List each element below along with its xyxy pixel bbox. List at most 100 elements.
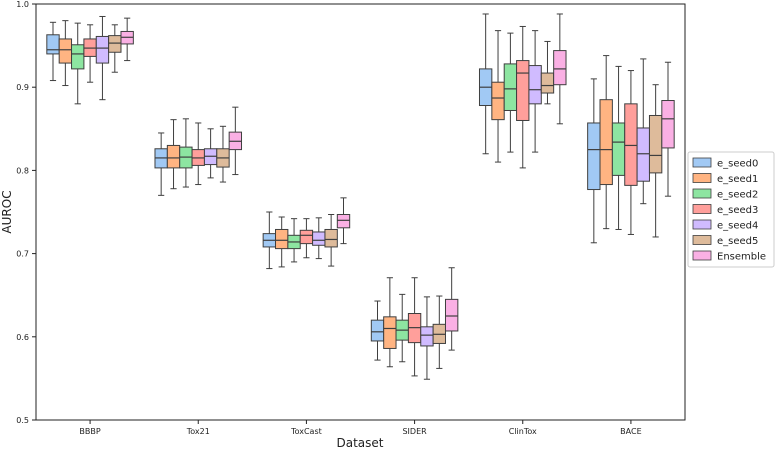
box-body — [528, 65, 542, 105]
box-body — [336, 213, 351, 229]
box-body — [166, 144, 181, 169]
legend-entry-e-seed0: e_seed0 — [692, 157, 758, 170]
legend-entry-e-seed4: e_seed4 — [692, 219, 758, 232]
box-body — [71, 44, 85, 70]
box-body — [95, 35, 110, 64]
legend-entry-e-seed1: e_seed1 — [692, 173, 758, 185]
box-body — [312, 231, 326, 246]
y-axis-ticks — [32, 3, 632, 424]
legend-label-e-seed0: e_seed0 — [717, 159, 758, 170]
legend-label-e-seed2: e_seed2 — [717, 190, 758, 201]
box-clintox-e-seed2 — [503, 32, 518, 153]
x-tick-label-tox21: Tox21 — [186, 427, 210, 436]
box-bace-e-seed5 — [648, 84, 663, 238]
y-tick-label-0-9: 0.9 — [16, 83, 29, 92]
legend-entry-e-seed2: e_seed2 — [692, 188, 758, 201]
box-toxcast-e-seed3 — [299, 218, 314, 259]
box-body — [516, 60, 530, 121]
box-bbbp-e-seed4 — [95, 15, 110, 101]
box-body — [444, 298, 459, 332]
box-layer — [46, 13, 675, 380]
box-sider-e-seed4 — [420, 296, 434, 380]
box-tox21-ensemble — [228, 106, 243, 176]
y-tick-label-1-0: 1.0 — [16, 0, 29, 9]
legend-swatch-e-seed1 — [692, 173, 712, 183]
box-bace-ensemble — [661, 61, 675, 197]
box-body — [553, 50, 567, 86]
legend-entry-e-seed5: e_seed5 — [692, 235, 758, 247]
box-tox21-e-seed2 — [179, 118, 193, 188]
legend-swatch-e-seed2 — [692, 188, 712, 199]
legend: e_seed0 e_seed1 e_seed2 e_seed3 e_seed4 … — [687, 151, 775, 268]
box-body — [503, 63, 518, 111]
box-body — [58, 38, 73, 64]
box-body — [108, 35, 122, 53]
box-toxcast-e-seed5 — [324, 213, 338, 267]
legend-label-e-seed1: e_seed1 — [717, 174, 758, 185]
box-body — [624, 103, 638, 186]
box-bbbp-ensemble — [120, 17, 134, 62]
box-clintox-e-seed5 — [540, 40, 555, 105]
legend-label-e-seed4: e_seed4 — [717, 221, 758, 232]
box-tox21-e-seed5 — [216, 125, 230, 183]
y-tick-label-0-7: 0.7 — [16, 250, 29, 259]
box-body — [275, 228, 289, 250]
box-body — [491, 81, 505, 121]
box-body — [299, 229, 314, 245]
box-bace-e-seed0 — [587, 78, 601, 244]
legend-label-ensemble: Ensemble — [717, 252, 766, 263]
box-toxcast-e-seed1 — [275, 216, 289, 268]
box-clintox-e-seed3 — [516, 25, 530, 169]
plot-frame — [35, 3, 686, 421]
box-bace-e-seed2 — [611, 65, 626, 230]
box-body — [648, 114, 663, 174]
box-clintox-ensemble — [553, 13, 567, 125]
x-tick-label-toxcast: ToxCast — [290, 427, 322, 436]
box-sider-ensemble — [444, 267, 459, 351]
box-sider-e-seed3 — [407, 277, 422, 377]
box-body — [540, 72, 555, 94]
box-body — [383, 316, 397, 349]
x-axis-ticks: BBBP Tox21 ToxCast SIDER ClinTox BACE — [79, 427, 641, 436]
legend-swatch-ensemble — [692, 250, 712, 261]
box-body — [324, 228, 338, 248]
legend-entry-e-seed3: e_seed3 — [692, 204, 758, 216]
y-tick-label-0-8: 0.8 — [16, 166, 29, 175]
x-tick-label-clintox: ClinTox — [509, 427, 537, 436]
box-body — [599, 99, 613, 186]
legend-swatch-e-seed3 — [692, 204, 712, 214]
box-tox21-e-seed1 — [166, 119, 181, 190]
x-tick-label-bbbp: BBBP — [79, 427, 100, 436]
y-tick-labels: 0.5 0.6 0.7 0.8 0.9 1.0 — [16, 0, 29, 425]
box-body — [636, 127, 650, 182]
box-body — [587, 122, 601, 191]
box-bbbp-e-seed3 — [83, 24, 97, 83]
legend-label-e-seed5: e_seed5 — [717, 236, 758, 247]
box-body — [46, 34, 60, 55]
box-body — [420, 326, 434, 347]
box-toxcast-e-seed0 — [262, 211, 277, 270]
legend-entry-ensemble: Ensemble — [692, 250, 766, 263]
box-sider-e-seed5 — [432, 295, 446, 369]
box-toxcast-e-seed2 — [287, 218, 301, 263]
x-tick-label-bace: BACE — [620, 427, 641, 436]
box-body — [661, 100, 675, 149]
box-sider-e-seed1 — [383, 277, 397, 368]
box-body — [370, 319, 385, 342]
legend-swatch-e-seed0 — [692, 157, 712, 168]
box-toxcast-ensemble — [336, 197, 351, 245]
legend-label-e-seed3: e_seed3 — [717, 205, 758, 216]
x-axis-label: Dataset — [337, 436, 384, 450]
box-tox21-e-seed0 — [154, 132, 168, 196]
y-tick-label-0-6: 0.6 — [16, 333, 29, 342]
box-clintox-e-seed4 — [528, 30, 542, 153]
legend-swatch-e-seed4 — [692, 219, 712, 230]
legend-swatch-e-seed5 — [692, 235, 712, 245]
y-tick-label-0-5: 0.5 — [16, 416, 29, 425]
x-tick-label-sider: SIDER — [402, 427, 427, 436]
y-axis-label: AUROC — [0, 190, 14, 233]
box-bbbp-e-seed2 — [71, 22, 85, 105]
box-clintox-e-seed1 — [491, 30, 505, 163]
